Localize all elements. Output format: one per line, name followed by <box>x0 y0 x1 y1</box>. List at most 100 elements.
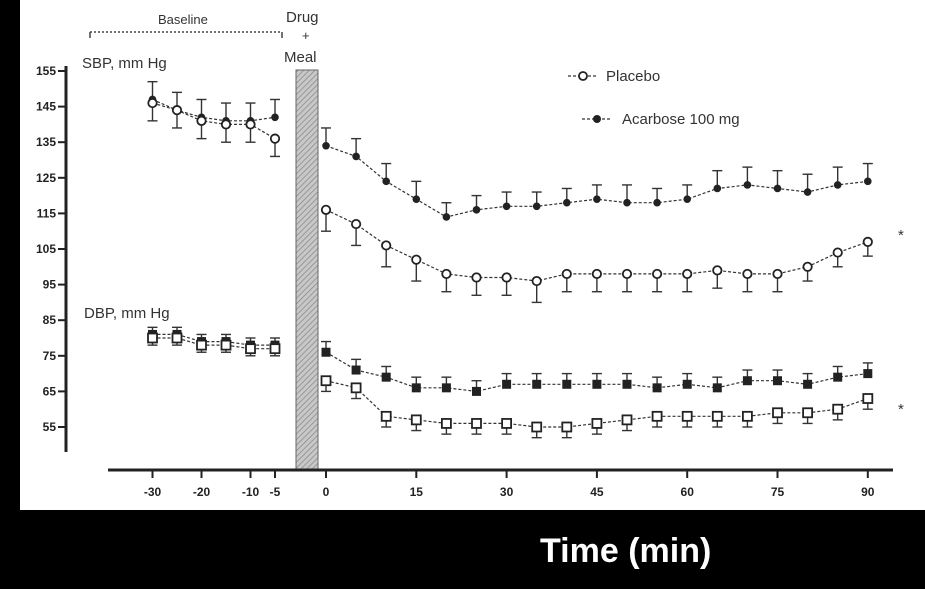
data-point <box>712 265 723 276</box>
data-point <box>682 268 693 280</box>
data-point <box>380 410 392 422</box>
data-point <box>196 339 207 351</box>
data-point <box>862 236 873 247</box>
data-point <box>832 403 844 415</box>
data-point <box>381 372 391 382</box>
data-point <box>652 383 662 393</box>
data-point <box>196 115 207 126</box>
data-point <box>269 133 281 144</box>
data-point <box>711 410 723 422</box>
series-sbp-placebo <box>147 97 873 304</box>
data-point <box>591 268 603 280</box>
x-tick-label: 30 <box>500 485 514 499</box>
data-point <box>772 268 783 280</box>
data-point <box>441 383 451 393</box>
data-point <box>531 421 543 433</box>
data-point <box>471 272 482 283</box>
data-point <box>411 383 421 393</box>
y-tick-label: 75 <box>43 349 57 363</box>
data-point <box>441 268 452 280</box>
data-point <box>803 188 812 196</box>
x-ticks: -30 -20 -10 -5 0 15 30 45 60 75 90 <box>144 470 875 499</box>
x-tick-label: 60 <box>681 485 695 499</box>
data-point <box>472 206 481 214</box>
series-layer <box>147 80 874 439</box>
data-point <box>502 202 511 211</box>
data-point <box>501 272 512 283</box>
data-point <box>531 275 542 287</box>
data-point <box>591 418 603 429</box>
data-point <box>410 414 422 426</box>
data-point <box>322 141 330 150</box>
data-point <box>532 202 541 211</box>
data-point <box>561 421 573 433</box>
data-point <box>713 184 722 193</box>
drug-meal-bar <box>295 69 319 471</box>
data-point <box>621 414 633 426</box>
data-point <box>532 379 542 389</box>
plus-label: + <box>302 28 310 43</box>
baseline-bracket <box>89 31 283 38</box>
y-tick-label: 115 <box>37 206 57 220</box>
data-point <box>802 407 813 419</box>
data-point <box>502 379 512 389</box>
legend-open-circle-icon <box>578 71 588 81</box>
significance-mark-sbp: * <box>898 227 904 244</box>
data-point <box>320 204 332 215</box>
data-point <box>412 195 421 203</box>
legend-label-acarbose: Acarbose 100 mg <box>622 111 740 128</box>
data-point <box>683 195 691 203</box>
data-point <box>712 383 722 393</box>
y-tick-label: 55 <box>43 420 57 434</box>
x-tick-label: 15 <box>410 485 424 499</box>
data-point <box>245 119 256 130</box>
x-tick-label: 45 <box>590 485 604 499</box>
data-point <box>321 347 331 357</box>
data-point <box>773 376 782 386</box>
data-point <box>472 386 481 396</box>
dbp-label: DBP, mm Hg <box>84 305 170 322</box>
data-point <box>269 343 281 355</box>
legend-label-placebo: Placebo <box>606 68 660 85</box>
data-point <box>681 410 693 422</box>
sbp-label: SBP, mm Hg <box>82 55 167 72</box>
data-point <box>271 113 279 122</box>
data-point <box>862 393 874 404</box>
legend: Placebo Acarbose 100 mg <box>568 68 740 128</box>
data-point <box>501 418 513 429</box>
legend-item-acarbose: Acarbose 100 mg <box>582 111 740 128</box>
data-point <box>382 177 391 186</box>
x-tick-label: -10 <box>242 485 260 499</box>
series-sbp-acarbose <box>147 80 873 221</box>
data-point <box>411 254 422 265</box>
x-tick-label: 0 <box>323 485 330 499</box>
data-point <box>651 410 663 422</box>
significance-mark-dbp: * <box>898 401 904 418</box>
data-point <box>352 152 360 161</box>
y-tick-label: 155 <box>36 64 56 78</box>
data-point <box>742 376 752 386</box>
y-tick-label: 65 <box>43 384 57 398</box>
data-point <box>320 375 332 387</box>
data-point <box>743 181 752 189</box>
legend-item-placebo: Placebo <box>568 68 660 85</box>
data-point <box>171 105 183 116</box>
x-tick-label: -30 <box>144 485 162 499</box>
data-point <box>220 119 232 130</box>
data-point <box>350 218 362 230</box>
series-dbp-placebo <box>147 332 874 439</box>
x-tick-label: 90 <box>861 485 875 499</box>
x-axis-title: Time (min) <box>540 532 712 570</box>
y-tick-label: 135 <box>36 135 56 149</box>
data-point <box>171 332 183 344</box>
data-point <box>742 268 753 280</box>
data-point <box>442 213 451 221</box>
data-point <box>562 379 572 389</box>
y-tick-label: 85 <box>43 313 57 327</box>
data-point <box>833 181 842 189</box>
data-point <box>653 198 661 207</box>
data-point <box>772 407 783 419</box>
y-tick-label: 95 <box>43 278 57 292</box>
data-point <box>351 365 361 375</box>
